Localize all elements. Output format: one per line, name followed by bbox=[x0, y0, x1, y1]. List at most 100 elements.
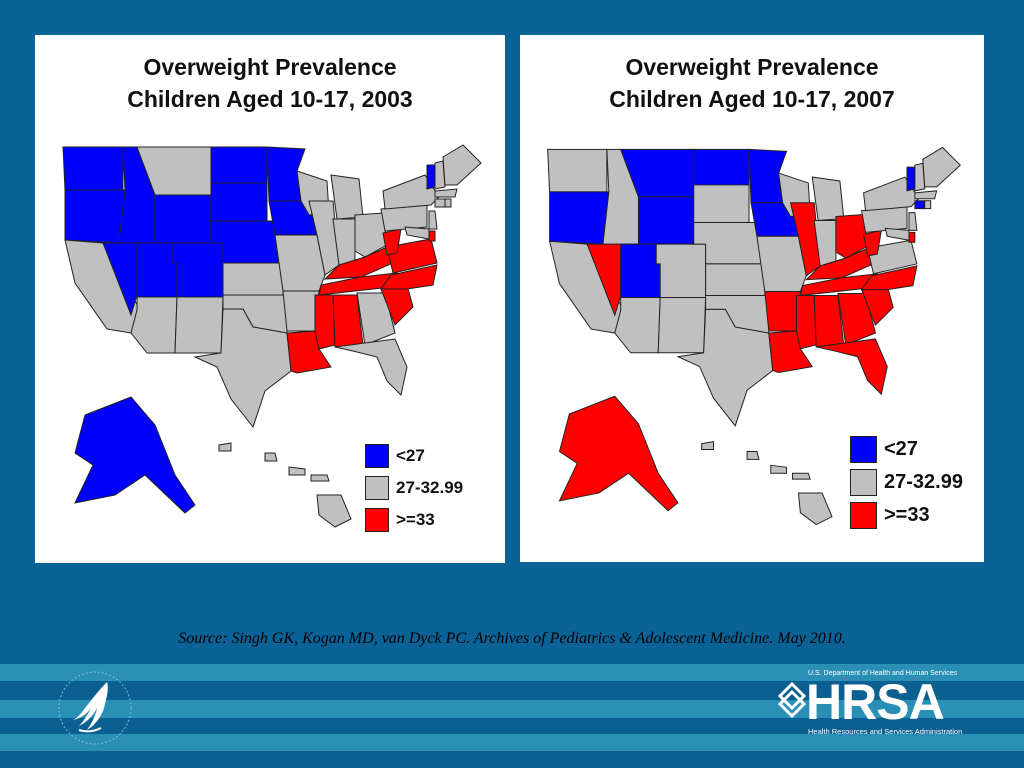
state-ut bbox=[136, 242, 178, 298]
state-wa bbox=[62, 146, 124, 191]
state-ri bbox=[924, 200, 932, 210]
state-hi bbox=[791, 472, 811, 480]
legend-swatch-low bbox=[365, 444, 389, 468]
state-vt bbox=[426, 164, 436, 190]
map-title-line1: Overweight Prevalence bbox=[143, 54, 397, 80]
hrsa-department-text: U.S. Department of Health and Human Serv… bbox=[808, 670, 958, 677]
state-hi bbox=[288, 466, 306, 476]
state-me bbox=[442, 144, 482, 186]
state-nh bbox=[434, 160, 446, 190]
legend-swatch-mid bbox=[365, 476, 389, 500]
state-mo bbox=[756, 235, 807, 293]
state-ga bbox=[837, 293, 876, 346]
legend-item-high: >=33 bbox=[365, 504, 463, 536]
state-oh bbox=[835, 214, 869, 259]
state-az bbox=[614, 296, 661, 354]
hrsa-logo: U.S. Department of Health and Human Serv… bbox=[776, 670, 976, 740]
state-nc bbox=[380, 264, 438, 290]
legend-item-high: >=33 bbox=[850, 499, 963, 532]
state-ma bbox=[434, 188, 458, 198]
legend-label-mid: 27-32.99 bbox=[396, 478, 464, 497]
map-title: Overweight Prevalence Children Aged 10-1… bbox=[35, 51, 505, 115]
us-map-2003 bbox=[62, 144, 482, 528]
state-ma bbox=[914, 190, 938, 200]
hrsa-subtitle: Health Resources and Services Administra… bbox=[808, 727, 963, 736]
state-sd bbox=[693, 184, 750, 223]
footer-band bbox=[0, 664, 1024, 768]
state-ak bbox=[74, 396, 196, 514]
legend: <27 27-32.99 >=33 bbox=[850, 433, 963, 532]
state-az bbox=[130, 296, 178, 354]
state-fl bbox=[816, 338, 888, 396]
state-tx bbox=[676, 308, 774, 427]
state-il bbox=[789, 202, 821, 277]
legend-label-low: <27 bbox=[396, 446, 425, 465]
state-co bbox=[172, 242, 224, 298]
state-va bbox=[386, 238, 438, 274]
legend-item-low: <27 bbox=[850, 433, 963, 466]
legend-swatch-mid bbox=[850, 469, 877, 496]
state-hi bbox=[310, 474, 330, 482]
state-ks bbox=[222, 262, 284, 296]
state-hi bbox=[797, 492, 833, 526]
state-ga bbox=[356, 292, 396, 346]
legend-item-mid: 27-32.99 bbox=[365, 472, 463, 504]
map-title-line2: Children Aged 10-17, 2003 bbox=[127, 86, 413, 112]
state-hi bbox=[701, 441, 714, 451]
legend-label-low: <27 bbox=[884, 438, 918, 460]
state-co bbox=[655, 243, 707, 298]
us-map-2007 bbox=[547, 146, 962, 526]
hhs-eagle-logo bbox=[58, 671, 132, 745]
state-nd bbox=[210, 146, 268, 184]
state-nm bbox=[174, 296, 224, 354]
state-wy bbox=[154, 194, 212, 244]
state-nc bbox=[860, 265, 918, 291]
state-md bbox=[884, 227, 910, 241]
legend: <27 27-32.99 >=33 bbox=[365, 440, 463, 536]
state-fl bbox=[334, 338, 408, 397]
state-oh bbox=[354, 212, 388, 258]
legend-swatch-high bbox=[850, 502, 877, 529]
state-hi bbox=[746, 451, 760, 460]
state-mi bbox=[811, 176, 845, 222]
state-ri bbox=[444, 198, 452, 208]
state-nj bbox=[908, 212, 918, 231]
legend-label-high: >=33 bbox=[884, 504, 930, 526]
state-nd bbox=[693, 148, 750, 186]
state-ks bbox=[705, 263, 766, 297]
state-va bbox=[866, 239, 918, 275]
state-ak bbox=[558, 395, 679, 512]
state-md bbox=[404, 226, 430, 240]
state-wa bbox=[547, 148, 608, 193]
map-panel-2007: Overweight Prevalence Children Aged 10-1… bbox=[520, 35, 984, 562]
state-sd bbox=[210, 182, 268, 222]
state-or bbox=[64, 189, 126, 244]
state-hi bbox=[264, 452, 278, 462]
state-ar bbox=[764, 291, 801, 332]
state-tx bbox=[193, 308, 292, 429]
state-hi bbox=[770, 464, 788, 474]
hrsa-knot-icon bbox=[777, 681, 807, 719]
map-title-line2: Children Aged 10-17, 2007 bbox=[609, 86, 895, 112]
state-nm bbox=[657, 296, 707, 354]
legend-swatch-low bbox=[850, 436, 877, 463]
state-ct bbox=[914, 200, 926, 210]
state-ut bbox=[620, 243, 661, 298]
legend-item-mid: 27-32.99 bbox=[850, 466, 963, 499]
map-title: Overweight Prevalence Children Aged 10-1… bbox=[520, 51, 984, 115]
state-mi bbox=[330, 174, 364, 220]
state-wy bbox=[637, 196, 695, 245]
legend-label-high: >=33 bbox=[396, 510, 435, 529]
state-ar bbox=[282, 290, 320, 332]
state-or bbox=[549, 191, 610, 245]
legend-item-low: <27 bbox=[365, 440, 463, 472]
state-mo bbox=[274, 234, 326, 292]
state-il bbox=[308, 200, 340, 276]
legend-swatch-high bbox=[365, 508, 389, 532]
state-me bbox=[922, 146, 962, 188]
state-de bbox=[428, 230, 436, 242]
hrsa-wordmark: HRSA bbox=[806, 674, 945, 730]
state-nh bbox=[914, 162, 926, 192]
map-title-line1: Overweight Prevalence bbox=[625, 54, 879, 80]
state-nj bbox=[428, 210, 438, 230]
